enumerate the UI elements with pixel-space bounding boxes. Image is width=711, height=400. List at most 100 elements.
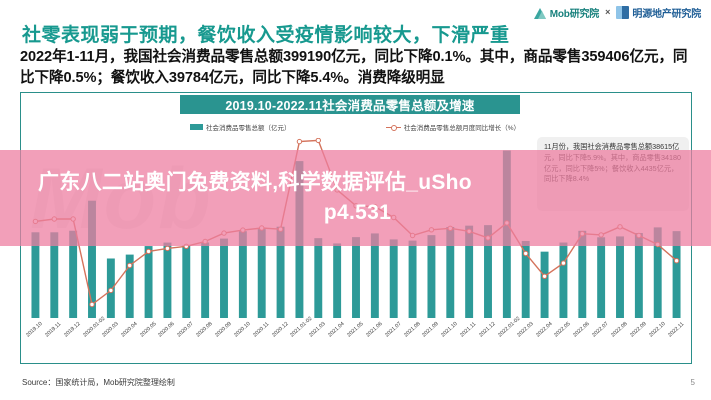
x-axis-tick-label: 2021.10 [440,321,459,339]
chart-svg [31,138,681,318]
x-axis-tick-label: 2021.09 [421,321,441,339]
legend-item-bar: 社会消费品零售总额（亿元） [190,122,291,132]
chart-bar [257,229,266,318]
chart-bar [408,240,417,318]
mingyuan-logo: 明源地产研究院 [616,5,701,20]
x-axis-tick-label: 2020.12 [270,321,290,339]
chart-bar [125,254,134,318]
chart-legend: 社会消费品零售总额（亿元） 社会消费品零售总额月度同比增长（%） [190,122,520,132]
chart-bar [238,231,247,318]
chart-line-marker [541,273,548,280]
chart-plot-area [26,138,686,318]
mob-logo-text: Mob研究院 [549,8,600,20]
chart-bar [446,226,455,318]
chart-bar [144,246,153,318]
chart-bar [276,226,285,318]
x-axis-tick-label: 2020.08 [195,321,214,339]
legend-bar-label: 社会消费品零售总额（亿元） [206,125,291,132]
page-subtitle: 2022年1-11月，我国社会消费品零售总额399190亿元，同比下降0.1%。… [20,49,688,87]
x-axis-tick-label: 2020.04 [119,321,139,339]
chart-line-marker [523,250,529,257]
overlay-text: 广东八二站奥门兔费资料,科学数据评估_uSho p4.531 [0,152,711,244]
x-axis-tick-label: 2021.05 [346,321,365,339]
chart-bar [484,225,492,318]
x-axis-tick-label: 2022.07 [591,321,610,339]
overlay-text-line-2: p4.531 [323,201,392,224]
mingyuan-book-logo-icon [616,5,630,19]
x-axis-tick-label: 2020.09 [214,321,233,339]
logo-separator: × [605,7,611,17]
legend-bar-swatch-icon [190,124,203,130]
chart-bar [521,240,530,318]
chart-line-marker [164,245,171,252]
overlay-text-line-1: 广东八二站奥门兔费资料,科学数据评估_uSho [38,170,472,194]
chart-bar [616,236,624,318]
chart-bar [69,230,78,318]
x-axis-tick-label: 2022.04 [534,321,554,339]
chart-title: 2019.10-2022.11社会消费品零售总额及增速 [180,95,520,114]
x-axis-tick-label: 2019.12 [63,321,82,339]
x-axis-tick-label: 2022.10 [647,321,667,339]
x-axis-tick-label: 2020.10 [233,321,252,339]
chart-line-marker [296,138,303,145]
mob-triangle-logo-icon [533,6,547,19]
chart-x-axis: 2019.10 2019.11 2019.12 2020.01-02 2020.03 20… [25,316,686,362]
x-axis-tick-label: 2022.08 [610,321,629,339]
chart-bar [559,242,568,318]
mob-logo: Mob研究院 [533,5,600,20]
chart-bar [88,200,96,318]
chart-bar [578,230,587,318]
chart-line-marker [108,287,114,294]
x-axis-tick-label: 2022.05 [553,321,573,339]
x-axis-tick-label: 2022.03 [515,321,535,339]
chart-line-marker [145,248,152,255]
chart-bar [465,225,474,318]
chart-bar [672,231,681,318]
page-number: 5 [690,378,695,387]
x-axis-tick-label: 2021.12 [478,321,497,339]
chart-line-marker [560,260,567,266]
legend-line-label: 社会消费品零售总额月度同比增长（%） [403,125,520,132]
chart-bar [653,227,662,318]
chart-bar [220,238,228,318]
x-axis-tick-label: 2020.03 [101,321,120,339]
mingyuan-logo-text: 明源地产研究院 [632,8,701,20]
chart-line-marker [89,301,95,308]
overlay-band [0,150,711,246]
x-axis-tick-label: 2021.08 [402,321,422,339]
chart-bar [540,251,549,318]
chart-bar [634,233,643,318]
chart-bar [597,237,606,318]
x-axis-tick-label: 2021.03 [308,321,327,339]
chart-bar [50,232,59,318]
chart-bar [31,232,40,318]
x-axis-tick-label: 2019.11 [44,321,63,339]
chart-bar [314,238,323,318]
x-axis-tick-label: 2022.09 [629,321,648,339]
logo-group: Mob研究院 × 明源地产研究院 [533,3,701,21]
x-axis-tick-label: 2021.11 [459,321,478,339]
chart-bar [352,237,360,318]
x-axis-tick-label: 2019.10 [25,321,45,339]
x-axis-tick-label: 2022.11 [666,321,685,339]
chart-bar [201,242,210,318]
legend-item-line: 社会消费品零售总额月度同比增长（%） [385,122,520,132]
chart-line-marker [127,262,133,269]
x-axis-tick-label: 2020.06 [157,321,177,339]
x-axis-tick-label: 2022.06 [572,321,591,339]
chart-bar [389,239,398,318]
x-axis-tick-label: 2021.06 [365,321,384,339]
chart-line-marker [315,138,321,144]
page-title: 社零表现弱于预期，餐饮收入受疫情影响较大，下滑严重 [22,25,510,46]
x-axis-tick-label: 2020.11 [251,321,271,339]
chart-bar [427,235,436,318]
chart-bar [370,233,379,318]
x-axis-tick-label: 2020.05 [138,321,158,339]
x-axis-tick-label: 2021.04 [327,321,346,339]
chart-line-marker [673,258,680,264]
legend-line-swatch-icon [385,124,401,131]
chart-bar [333,243,342,318]
chart-bar [163,242,172,318]
x-axis-tick-label: 2021.07 [383,321,403,339]
